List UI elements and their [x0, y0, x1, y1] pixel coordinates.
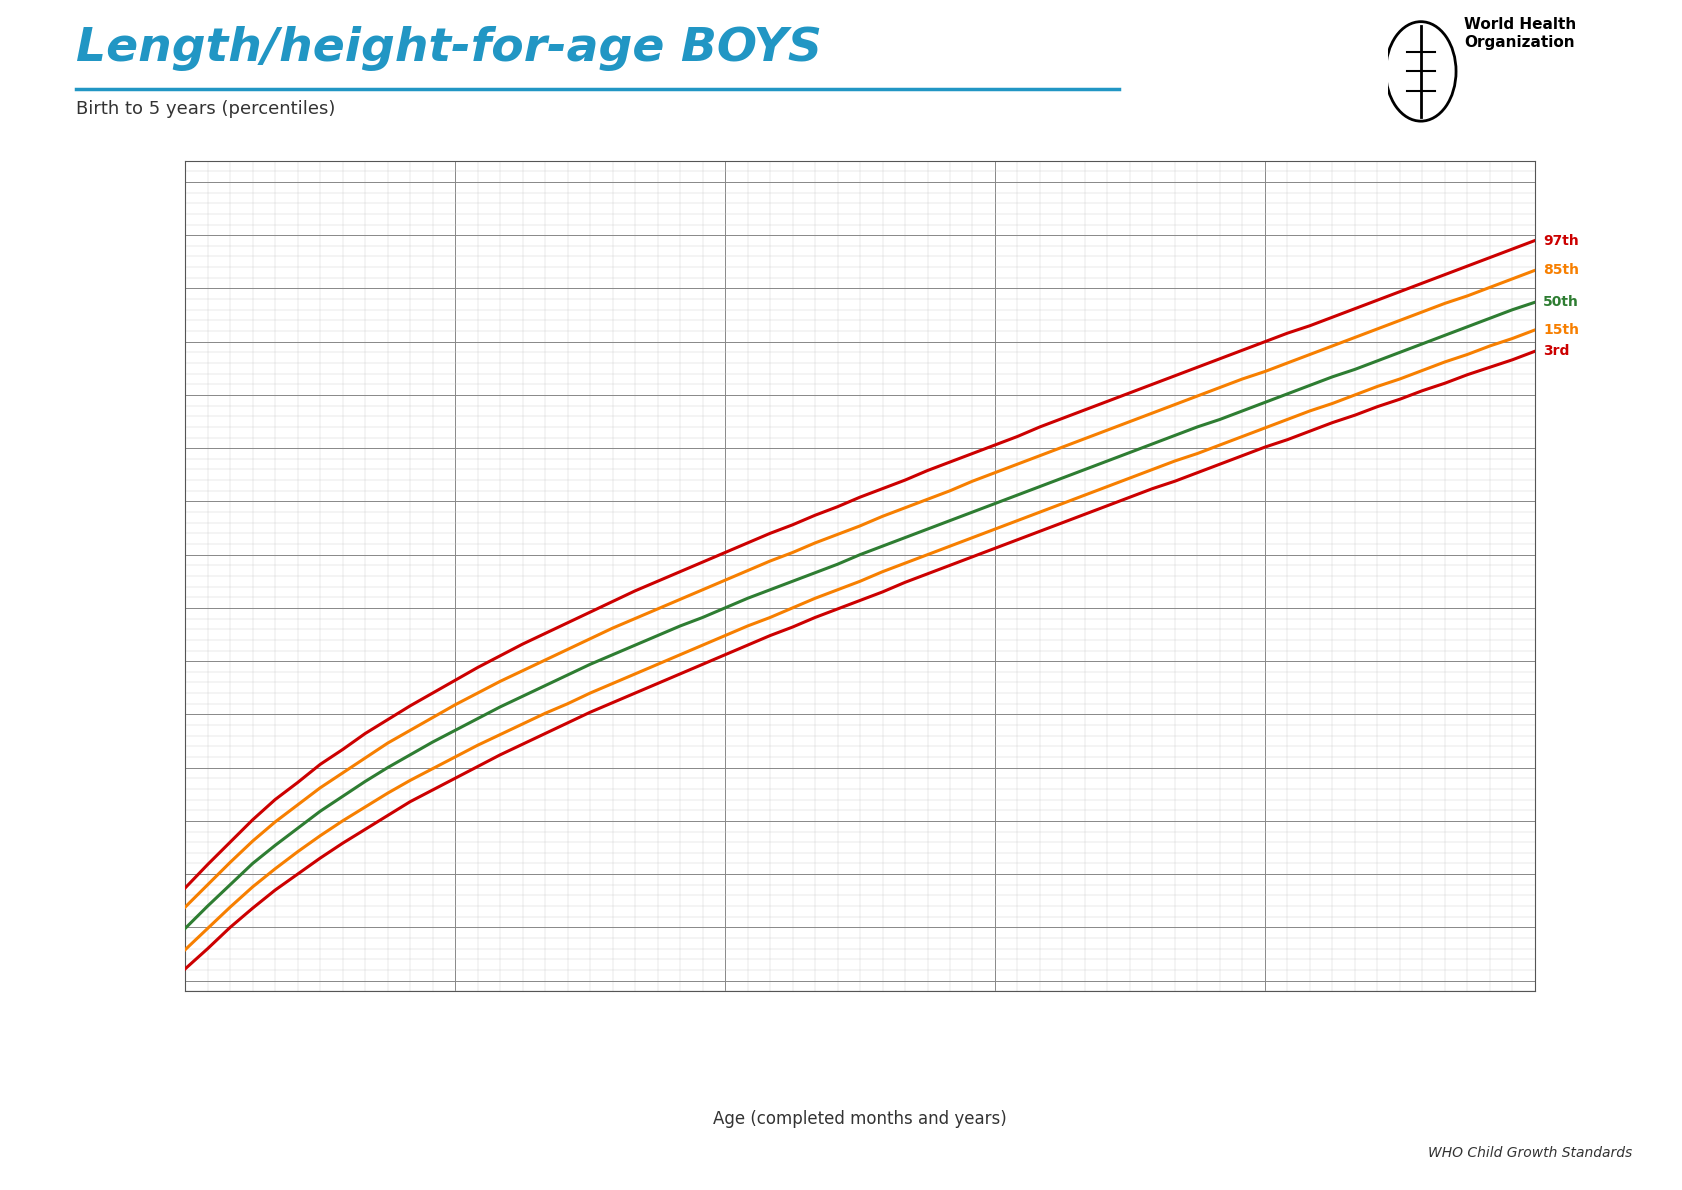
Text: 45: 45 — [148, 975, 165, 988]
Text: 8: 8 — [1171, 1014, 1177, 1023]
Text: 2: 2 — [496, 1014, 503, 1023]
Text: 85th: 85th — [1542, 263, 1578, 277]
Text: 10: 10 — [942, 1014, 957, 1023]
Text: 10: 10 — [673, 1014, 686, 1023]
Text: 6: 6 — [856, 1014, 863, 1023]
Text: 8: 8 — [1440, 1014, 1448, 1023]
Text: 2: 2 — [765, 1014, 774, 1023]
Text: 60: 60 — [1593, 814, 1608, 827]
Text: 80: 80 — [1593, 601, 1608, 614]
Text: 97th: 97th — [1542, 233, 1578, 248]
Text: 10: 10 — [404, 1014, 417, 1023]
Text: 3rd: 3rd — [1542, 344, 1568, 358]
Text: 105: 105 — [1584, 336, 1608, 349]
Text: 45: 45 — [1593, 975, 1608, 988]
Text: 4 years: 4 years — [1235, 1054, 1293, 1069]
Text: 100: 100 — [141, 388, 165, 401]
Text: 4: 4 — [1351, 1014, 1357, 1023]
Text: 90: 90 — [1593, 495, 1608, 508]
Text: Months: Months — [108, 1015, 148, 1026]
Text: 60: 60 — [148, 814, 165, 827]
Text: 80: 80 — [148, 601, 165, 614]
Text: Months: Months — [207, 1014, 249, 1023]
Text: 50th: 50th — [1542, 295, 1578, 309]
Text: Length/height-for-age BOYS: Length/height-for-age BOYS — [76, 26, 821, 70]
Text: 4: 4 — [811, 1014, 817, 1023]
Text: 3 years: 3 years — [965, 1054, 1023, 1069]
Text: 55: 55 — [148, 868, 165, 881]
Text: 2: 2 — [1036, 1014, 1043, 1023]
Text: 6: 6 — [587, 1014, 594, 1023]
Text: 4: 4 — [1082, 1014, 1088, 1023]
Text: Birth to 5 years (percentiles): Birth to 5 years (percentiles) — [76, 100, 335, 118]
Text: 110: 110 — [141, 282, 165, 295]
Text: 55: 55 — [1593, 868, 1608, 881]
Text: 10: 10 — [1213, 1014, 1226, 1023]
Text: 105: 105 — [141, 336, 165, 349]
Text: 95: 95 — [148, 441, 165, 455]
Text: 90: 90 — [148, 495, 165, 508]
Text: 8: 8 — [362, 1014, 368, 1023]
Text: 85: 85 — [1593, 549, 1608, 562]
Text: 70: 70 — [148, 708, 165, 721]
Text: 5 years: 5 years — [1505, 1054, 1563, 1069]
Text: 75: 75 — [148, 654, 165, 668]
Text: 120: 120 — [141, 175, 165, 188]
Text: 4: 4 — [271, 1014, 279, 1023]
Text: 6: 6 — [1396, 1014, 1403, 1023]
Text: 100: 100 — [1584, 388, 1608, 401]
Text: 6: 6 — [316, 1014, 323, 1023]
Text: World Health
Organization: World Health Organization — [1463, 17, 1576, 50]
Text: 120: 120 — [1584, 175, 1608, 188]
Text: 75: 75 — [1593, 654, 1608, 668]
Text: 2: 2 — [1305, 1014, 1312, 1023]
Text: 2: 2 — [227, 1014, 234, 1023]
Text: 115: 115 — [1584, 228, 1608, 242]
Text: 10: 10 — [1482, 1014, 1495, 1023]
Text: Birth: Birth — [167, 1054, 204, 1069]
Text: 70: 70 — [1593, 708, 1608, 721]
Text: 115: 115 — [141, 228, 165, 242]
Text: 65: 65 — [1593, 762, 1608, 775]
Text: 1 year: 1 year — [431, 1054, 479, 1069]
Text: 65: 65 — [148, 762, 165, 775]
Text: WHO Child Growth Standards: WHO Child Growth Standards — [1428, 1146, 1632, 1160]
Text: 95: 95 — [1593, 441, 1608, 455]
Text: 15th: 15th — [1542, 322, 1578, 337]
Text: 8: 8 — [631, 1014, 637, 1023]
Text: Age (completed months and years): Age (completed months and years) — [713, 1110, 1006, 1128]
Text: 50: 50 — [148, 921, 165, 934]
Text: 6: 6 — [1125, 1014, 1132, 1023]
Text: 50: 50 — [1593, 921, 1608, 934]
Text: 110: 110 — [1584, 282, 1608, 295]
Text: 2 years: 2 years — [696, 1054, 754, 1069]
Text: 4: 4 — [542, 1014, 548, 1023]
Text: Length/Height (cm): Length/Height (cm) — [84, 493, 99, 659]
Text: 8: 8 — [902, 1014, 908, 1023]
Text: 85: 85 — [148, 549, 165, 562]
